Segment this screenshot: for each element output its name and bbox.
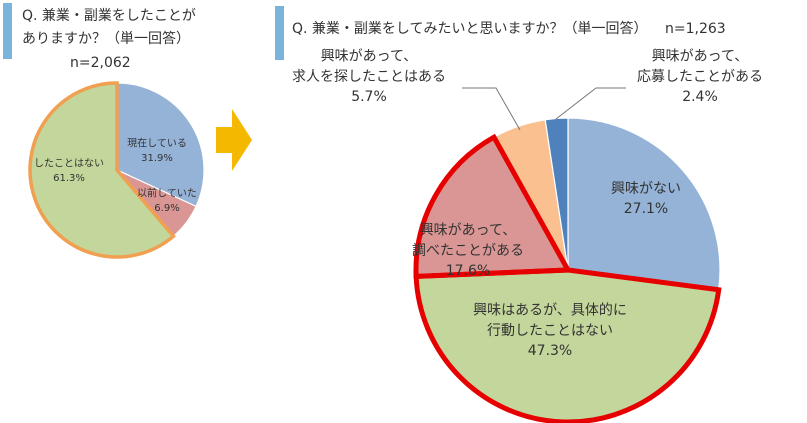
right-n-label: n=1,263 — [665, 21, 726, 37]
pie-1-slice-3-label: 興味があって、 — [321, 49, 418, 65]
pie-1-slice-4-pct: 2.4% — [682, 89, 718, 105]
arrow-icon — [216, 109, 252, 171]
leader-line-1-4 — [555, 87, 626, 120]
pie-1-slice-0 — [567, 117, 721, 291]
leader-line-1-3 — [462, 87, 521, 131]
left-title-line-1: Q. 兼業・副業をしたことが — [22, 8, 196, 24]
pie-1-slice-0-label: 興味がない — [611, 181, 681, 197]
pie-0-slice-0 — [116, 82, 205, 208]
pie-0-slice-1-pct: 6.9% — [154, 203, 179, 214]
pie-1-slice-4-label: 応募したことがある — [637, 69, 763, 85]
pie-1-highlight-1 — [413, 267, 722, 423]
pie-0-slice-2-pct: 61.3% — [53, 173, 85, 184]
pie-0-highlight-2 — [28, 81, 176, 259]
pie-1-slice-3-label: 求人を探したことはある — [292, 69, 446, 85]
pie-1-slice-2-pct: 17.6% — [446, 263, 490, 279]
right-pie-chart — [413, 117, 722, 423]
pie-1-slice-2-label: 興味があって、 — [420, 223, 517, 239]
left-n-label: n=2,062 — [70, 55, 131, 71]
pie-1-slice-2-label: 調べたことがある — [412, 243, 524, 259]
pie-1-slice-1-label: 行動したことはない — [487, 323, 613, 339]
pie-1-slice-1-label: 興味はあるが、具体的に — [473, 303, 627, 319]
pie-1-slice-1-pct: 47.3% — [528, 343, 572, 359]
left-pie-chart — [28, 81, 205, 259]
data-labels: 現在している 31.9% 以前していた 6.9% したことはない 61.3% 興味がない 27… — [34, 49, 763, 360]
leader-lines — [462, 87, 626, 131]
right-title-bar — [275, 6, 284, 60]
pie-0-slice-0-pct: 31.9% — [141, 153, 173, 164]
pie-0-slice-0-label: 現在している — [127, 137, 187, 149]
left-title-bar — [3, 3, 12, 59]
pie-1-highlight-2 — [413, 133, 573, 280]
pie-0-slice-2-label: したことはない — [34, 157, 104, 169]
pie-1-slice-3-pct: 5.7% — [351, 89, 387, 105]
pie-0-slice-1-label: 以前していた — [137, 186, 197, 199]
pie-1-slice-4-label: 興味があって、 — [652, 49, 749, 65]
pie-1-slice-0-pct: 27.1% — [624, 201, 668, 217]
right-title: Q. 兼業・副業をしてみたいと思いますか？（単一回答） — [292, 20, 648, 37]
left-title-line-2: ありますか？（単一回答） — [22, 30, 190, 47]
